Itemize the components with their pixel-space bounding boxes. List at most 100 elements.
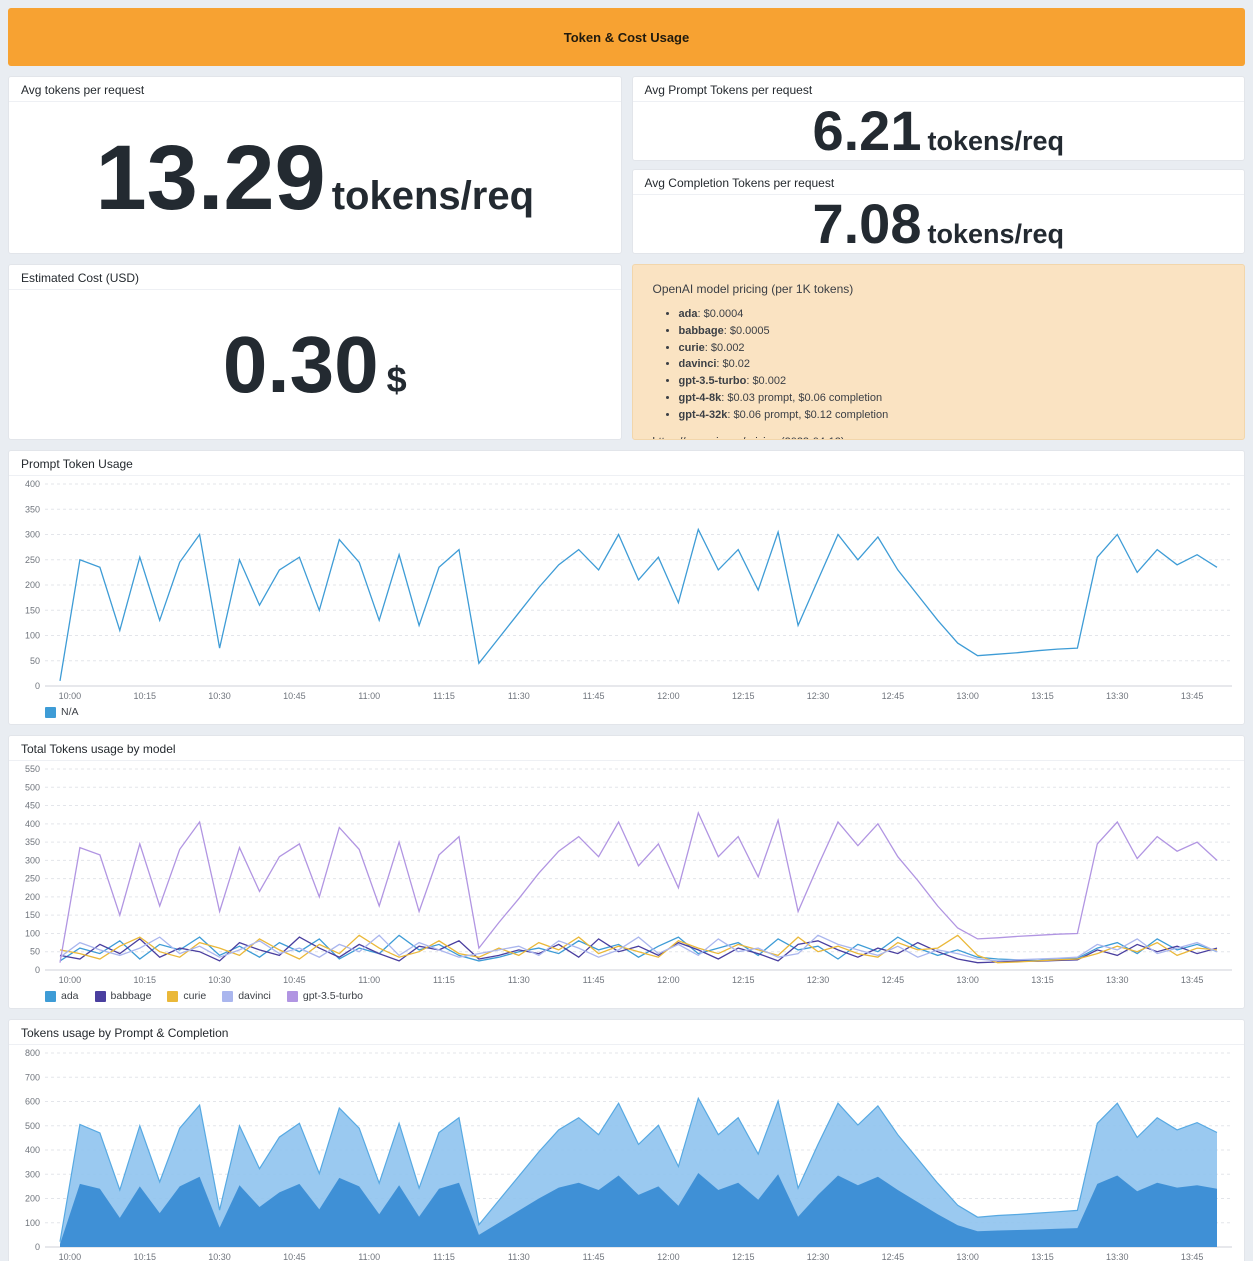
svg-text:700: 700 (25, 1072, 40, 1082)
legend-swatch (286, 990, 298, 1002)
svg-text:10:15: 10:15 (133, 975, 156, 985)
pricing-item-davinci: davinci: $0.02 (679, 356, 1225, 373)
svg-text:12:00: 12:00 (657, 1252, 680, 1261)
svg-text:150: 150 (25, 910, 40, 920)
legend-swatch (45, 706, 56, 718)
pricing-link-date: (2023-04-12) (778, 436, 845, 439)
svg-text:10:00: 10:00 (59, 1252, 82, 1261)
prompt-token-usage-chart[interactable]: 0 50 100 150 200 250 300 350 400 10:00 10:15 10:30 1… (9, 476, 1244, 704)
svg-text:11:00: 11:00 (358, 975, 380, 985)
svg-text:10:15: 10:15 (133, 691, 156, 701)
svg-text:10:45: 10:45 (283, 1252, 306, 1261)
svg-text:10:45: 10:45 (283, 975, 306, 985)
legend-item-ada[interactable]: ada (45, 990, 79, 1002)
svg-text:300: 300 (25, 1169, 40, 1179)
svg-text:12:45: 12:45 (882, 691, 905, 701)
dashboard-header: Token & Cost Usage (8, 8, 1245, 66)
svg-text:13:45: 13:45 (1181, 1252, 1204, 1261)
svg-text:13:30: 13:30 (1106, 1252, 1129, 1261)
svg-text:400: 400 (25, 1145, 40, 1155)
svg-text:200: 200 (25, 580, 40, 590)
panel-avg-prompt-tokens: Avg Prompt Tokens per request 6.21 token… (631, 76, 1245, 162)
svg-text:100: 100 (25, 1218, 40, 1228)
legend-item-curie[interactable]: curie (167, 990, 206, 1002)
legend-item-n-a[interactable]: N/A (45, 706, 79, 718)
pricing-link-row: https://openai.com/pricing (2023-04-12) (653, 436, 1225, 439)
legend-item-davinci[interactable]: davinci (222, 990, 271, 1002)
legend-swatch (94, 990, 106, 1002)
svg-text:11:15: 11:15 (433, 691, 455, 701)
panel-title-avg-prompt-tokens[interactable]: Avg Prompt Tokens per request (632, 77, 1244, 102)
panel-title-avg-tokens[interactable]: Avg tokens per request (9, 77, 621, 102)
panel-openai-pricing: OpenAI model pricing (per 1K tokens) ada… (631, 264, 1245, 440)
svg-text:13:00: 13:00 (956, 975, 979, 985)
svg-text:12:00: 12:00 (657, 975, 680, 985)
legend-label: ada (61, 990, 79, 1002)
svg-text:11:45: 11:45 (583, 975, 605, 985)
pricing-item-gpt-4-32k: gpt-4-32k: $0.06 prompt, $0.12 completio… (679, 407, 1225, 424)
svg-text:450: 450 (25, 801, 40, 811)
panel-title-tokens-prompt-completion[interactable]: Tokens usage by Prompt & Completion (9, 1020, 1244, 1045)
svg-text:11:30: 11:30 (508, 975, 530, 985)
svg-text:12:15: 12:15 (732, 691, 755, 701)
stat-value: 6.21 (812, 99, 922, 162)
svg-text:11:15: 11:15 (433, 1252, 455, 1261)
svg-text:0: 0 (35, 681, 40, 691)
svg-text:12:45: 12:45 (882, 975, 905, 985)
legend-label: babbage (110, 990, 152, 1002)
panel-tokens-prompt-completion: Tokens usage by Prompt & Completion 0 100… (8, 1019, 1245, 1261)
svg-text:11:30: 11:30 (508, 691, 530, 701)
stat-display: 0.30 $ (9, 290, 621, 439)
pricing-item-ada: ada: $0.0004 (679, 306, 1225, 323)
pricing-title: OpenAI model pricing (per 1K tokens) (652, 282, 854, 296)
svg-text:10:30: 10:30 (208, 975, 231, 985)
panel-total-tokens-by-model: Total Tokens usage by model 0 50 100 150 200… (8, 735, 1245, 1009)
svg-text:11:45: 11:45 (583, 1252, 605, 1261)
svg-text:12:00: 12:00 (657, 691, 680, 701)
svg-text:0: 0 (35, 965, 40, 975)
svg-text:150: 150 (25, 605, 40, 615)
svg-text:600: 600 (25, 1097, 40, 1107)
svg-text:50: 50 (30, 947, 40, 957)
svg-text:11:00: 11:00 (358, 1252, 380, 1261)
svg-text:11:45: 11:45 (583, 691, 605, 701)
pricing-link[interactable]: https://openai.com/pricing (653, 436, 778, 439)
stats-right-column: Avg Prompt Tokens per request 6.21 token… (631, 76, 1245, 254)
svg-text:800: 800 (25, 1048, 40, 1058)
svg-text:12:15: 12:15 (732, 975, 755, 985)
legend-label: N/A (61, 706, 79, 718)
pricing-item-gpt-3.5-turbo: gpt-3.5-turbo: $0.002 (679, 373, 1225, 390)
panel-title-total-tokens-by-model[interactable]: Total Tokens usage by model (9, 736, 1244, 761)
stat-display: 7.08 tokens/req (633, 195, 1245, 253)
svg-text:10:15: 10:15 (133, 1252, 156, 1261)
svg-text:11:00: 11:00 (358, 691, 380, 701)
svg-text:50: 50 (30, 656, 40, 666)
stat-value: 13.29 (95, 126, 326, 229)
stat-unit: tokens/req (927, 126, 1065, 156)
svg-text:13:30: 13:30 (1106, 975, 1129, 985)
panel-title-avg-completion-tokens[interactable]: Avg Completion Tokens per request (632, 170, 1244, 195)
tokens-prompt-completion-chart[interactable]: 0 100 200 300 400 500 600 700 800 10:00 10:15 10:30… (9, 1045, 1244, 1261)
svg-text:13:45: 13:45 (1181, 691, 1204, 701)
legend-swatch (167, 990, 179, 1002)
pricing-item-gpt-4-8k: gpt-4-8k: $0.03 prompt, $0.06 completion (679, 390, 1225, 407)
stat-display: 13.29 tokens/req (9, 102, 621, 253)
stat-unit: tokens/req (331, 173, 535, 218)
svg-text:100: 100 (25, 928, 40, 938)
prompt-token-usage-legend: N/A (9, 704, 1244, 724)
svg-text:13:15: 13:15 (1031, 691, 1054, 701)
legend-item-babbage[interactable]: babbage (94, 990, 152, 1002)
svg-text:0: 0 (35, 1242, 40, 1252)
dashboard-title: Token & Cost Usage (563, 29, 690, 45)
panel-prompt-token-usage: Prompt Token Usage 0 50 100 150 200 250 300 350… (8, 450, 1245, 725)
panel-title-estimated-cost[interactable]: Estimated Cost (USD) (9, 265, 621, 290)
legend-swatch (222, 990, 234, 1002)
panel-title-prompt-token-usage[interactable]: Prompt Token Usage (9, 451, 1244, 476)
svg-text:250: 250 (25, 555, 40, 565)
legend-item-gpt-3.5-turbo[interactable]: gpt-3.5-turbo (286, 990, 363, 1002)
legend-label: gpt-3.5-turbo (302, 990, 363, 1002)
total-tokens-by-model-chart[interactable]: 0 50 100 150 200 250 300 350 400 450 500 550 10:00 10… (9, 761, 1244, 988)
svg-text:13:15: 13:15 (1031, 1252, 1054, 1261)
svg-text:400: 400 (25, 479, 40, 489)
